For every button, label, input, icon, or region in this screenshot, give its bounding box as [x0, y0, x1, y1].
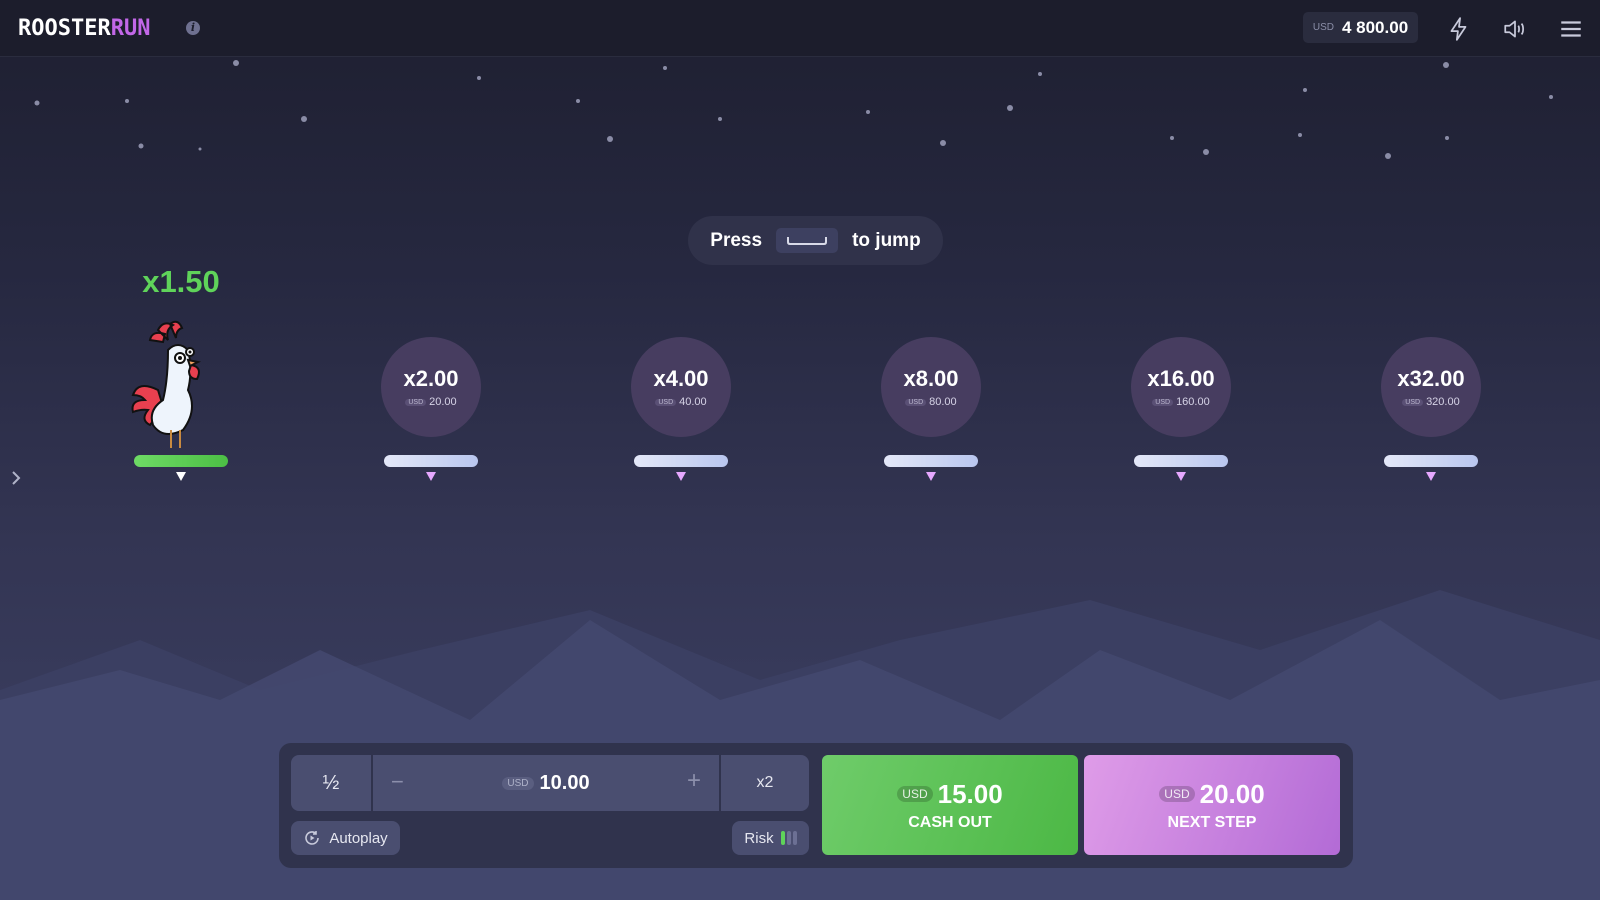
star	[138, 143, 144, 149]
cash-out-button[interactable]: USD 15.00 CASH OUT	[822, 755, 1078, 855]
chevron-right-icon[interactable]	[9, 470, 23, 486]
bet-amount-stepper: − USD 10.00 +	[373, 755, 719, 811]
step-multiplier: x8.00 USD 80.00	[881, 337, 981, 437]
step-platform	[1134, 455, 1228, 467]
risk-button[interactable]: Risk	[732, 821, 809, 855]
star	[1038, 72, 1042, 76]
star	[198, 147, 202, 151]
step-multiplier: x32.00 USD 320.00	[1381, 337, 1481, 437]
platform-light	[1176, 472, 1186, 481]
step-multiplier: x2.00 USD 20.00	[381, 337, 481, 437]
step-multiplier: x4.00 USD 40.00	[631, 337, 731, 437]
increase-bet-button[interactable]: +	[686, 767, 701, 794]
star	[718, 117, 722, 121]
star	[1298, 133, 1302, 137]
star	[125, 99, 129, 103]
step-platform	[1384, 455, 1478, 467]
info-icon[interactable]: i	[186, 21, 200, 35]
platform-light	[426, 472, 436, 481]
star	[663, 66, 667, 70]
risk-bar	[786, 831, 791, 845]
next-step-button[interactable]: USD 20.00 NEXT STEP	[1084, 755, 1340, 855]
menu-icon[interactable]	[1558, 16, 1584, 42]
star	[1007, 105, 1013, 111]
step-multiplier: x16.00 USD 160.00	[1131, 337, 1231, 437]
star	[477, 76, 481, 80]
star	[301, 116, 307, 122]
step-platform	[384, 455, 478, 467]
top-bar: ROOSTERRUN i USD 4 800.00	[0, 0, 1600, 57]
platform-light	[1426, 472, 1436, 481]
balance-currency: USD	[1312, 22, 1334, 33]
risk-bar	[792, 831, 797, 845]
star	[1203, 149, 1209, 155]
decrease-bet-button[interactable]: −	[391, 769, 404, 794]
double-bet-button[interactable]: x2	[721, 755, 809, 811]
star	[34, 100, 40, 106]
sound-icon[interactable]	[1502, 16, 1528, 42]
platform-light	[676, 472, 686, 481]
autoplay-button[interactable]: Autoplay	[291, 821, 400, 855]
star	[1549, 95, 1553, 99]
star	[607, 136, 613, 142]
half-bet-button[interactable]: ½	[291, 755, 371, 811]
bet-panel: ½ − USD 10.00 + x2 Autoplay Risk USD 15.0…	[279, 743, 1353, 868]
step-platform	[884, 455, 978, 467]
star	[576, 99, 580, 103]
star	[866, 110, 870, 114]
star	[940, 140, 946, 146]
risk-level-indicator	[780, 831, 797, 845]
space-key-icon	[776, 228, 839, 253]
star	[1443, 62, 1449, 68]
star	[1170, 136, 1174, 140]
bet-amount-input[interactable]: 10.00	[539, 771, 590, 794]
star	[1385, 153, 1391, 159]
platform-light	[176, 472, 186, 481]
autoplay-icon	[305, 831, 320, 845]
rooster-character	[131, 320, 202, 448]
star	[1445, 136, 1449, 140]
star	[1303, 88, 1307, 92]
lightning-icon[interactable]	[1446, 16, 1472, 42]
star	[233, 60, 239, 66]
current-multiplier: x1.50	[142, 264, 220, 299]
step-platform	[634, 455, 728, 467]
logo: ROOSTERRUN	[18, 16, 151, 41]
risk-bar	[780, 831, 785, 845]
jump-hint: Press to jump	[688, 216, 943, 265]
balance-amount: 4 800.00	[1341, 17, 1409, 37]
platform-light	[926, 472, 936, 481]
platform-current	[134, 455, 228, 467]
balance-display: USD 4 800.00	[1303, 12, 1418, 43]
